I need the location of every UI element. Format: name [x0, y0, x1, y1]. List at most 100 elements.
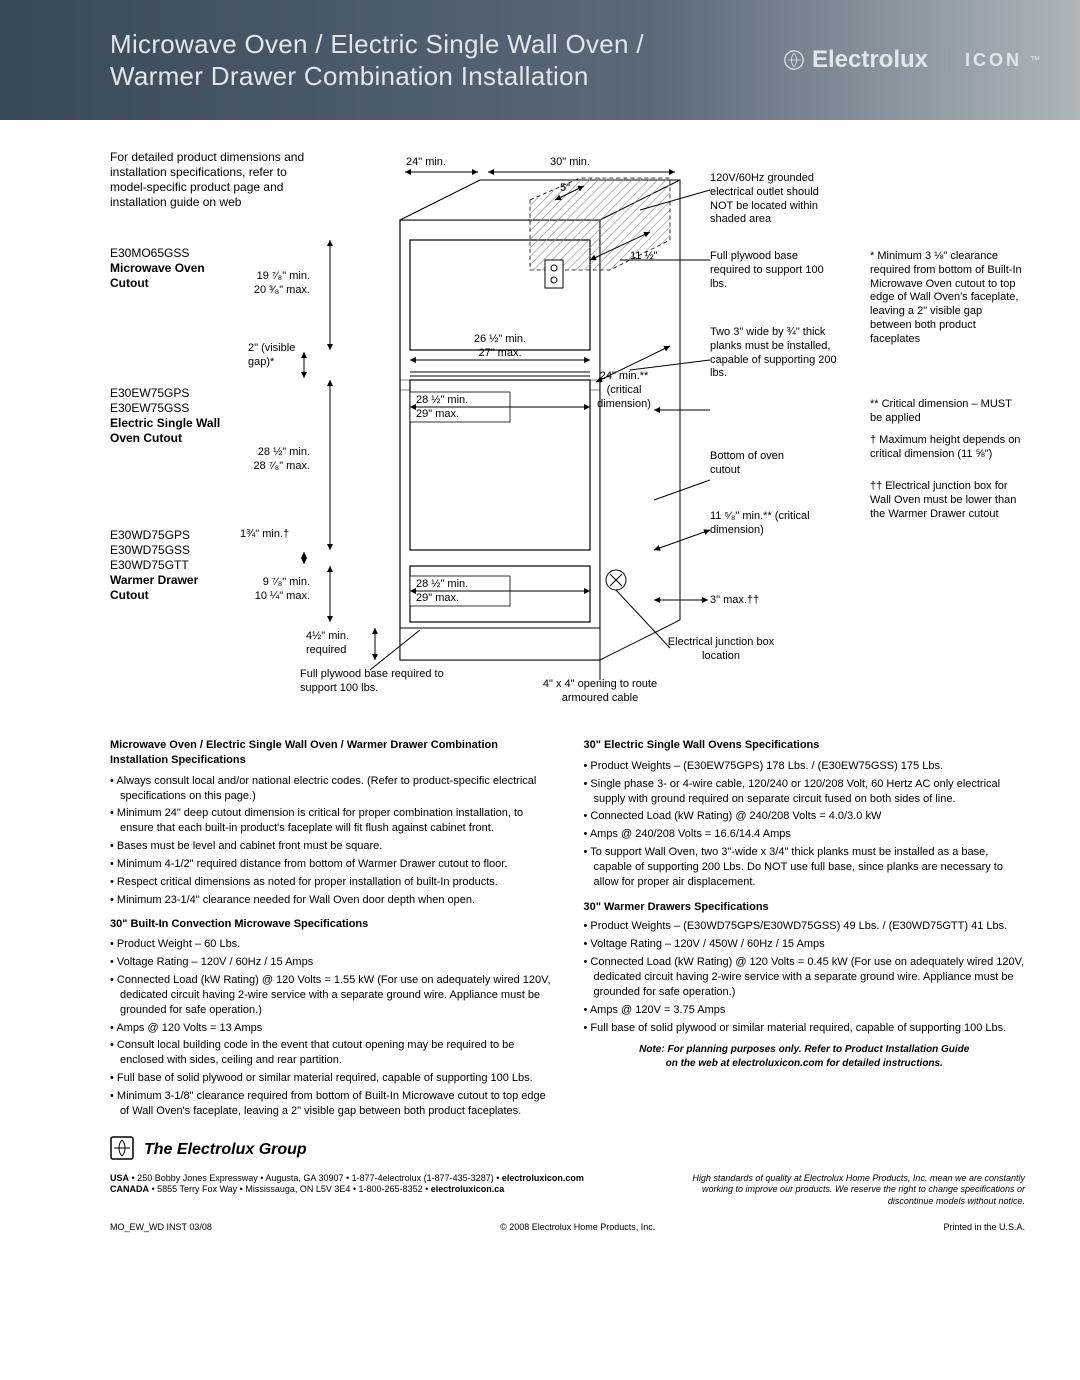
- diagram-section: For detailed product dimensions and inst…: [0, 120, 1080, 720]
- wd-h-min: 9 ⁷⁄₈" min.: [263, 576, 310, 588]
- wd-gap: 1¾" min.†: [240, 528, 289, 542]
- page-header: Microwave Oven / Electric Single Wall Ov…: [0, 0, 1080, 120]
- brand-subname: ICON: [965, 50, 1022, 71]
- electrolux-group-text: The Electrolux Group: [144, 1141, 307, 1159]
- wd-label: Warmer Drawer Cutout: [110, 573, 198, 602]
- wd-specs-head: 30" Warmer Drawers Specifications: [584, 900, 1026, 915]
- list-item: Always consult local and/or national ele…: [110, 774, 552, 804]
- list-item: Connected Load (kW Rating) @ 120 Volts =…: [110, 973, 552, 1018]
- oven-h-min: 28 ½" min.: [258, 446, 310, 458]
- dim-30min: 30" min.: [550, 156, 590, 170]
- electrolux-logo-icon: [784, 50, 804, 70]
- diagram-svg: [110, 150, 1030, 710]
- outlet-note: 120V/60Hz grounded electrical outlet sho…: [710, 172, 830, 227]
- brand-divider: [946, 46, 947, 74]
- jbox-label: Electrical junction box location: [666, 636, 776, 664]
- planning-note-l1: Note: For planning purposes only. Refer …: [584, 1043, 1026, 1057]
- mw-specs-head: 30" Built-In Convection Microwave Specif…: [110, 917, 552, 932]
- list-item: Amps @ 120 Volts = 13 Amps: [110, 1021, 552, 1036]
- plywood-100: Full plywood base required to support 10…: [710, 250, 840, 291]
- brand-name: Electrolux: [812, 46, 928, 74]
- wd-models: E30WD75GPS E30WD75GSS E30WD75GTT: [110, 528, 190, 572]
- list-item: Connected Load (kW Rating) @ 240/208 Vol…: [584, 809, 1026, 824]
- mw-label: Microwave Oven Cutout: [110, 261, 205, 290]
- bottom-plywood: Full plywood base required to support 10…: [300, 668, 450, 696]
- specifications: Microwave Oven / Electric Single Wall Ov…: [0, 720, 1080, 1122]
- copyright: © 2008 Electrolux Home Products, Inc.: [500, 1222, 655, 1232]
- bottom-row: MO_EW_WD INST 03/08 © 2008 Electrolux Ho…: [110, 1222, 1025, 1232]
- mw-w-min: 26 ½" min.: [474, 333, 526, 345]
- title-line-1: Microwave Oven / Electric Single Wall Ov…: [110, 29, 644, 59]
- list-item: Full base of solid plywood or similar ma…: [584, 1021, 1026, 1036]
- combo-specs-list: Always consult local and/or national ele…: [110, 774, 552, 908]
- address-left: USA USA • 250 Bobby Jones Expressway • A…: [110, 1173, 673, 1208]
- combo-specs-head: Microwave Oven / Electric Single Wall Ov…: [110, 738, 552, 768]
- electrolux-group-logo-icon: [110, 1136, 134, 1165]
- three-max: 3" max.††: [710, 594, 759, 608]
- list-item: Amps @ 240/208 Volts = 16.6/14.4 Amps: [584, 827, 1026, 842]
- wd-specs-list: Product Weights – (E30WD75GPS/E30WD75GSS…: [584, 919, 1026, 1035]
- oven-label: Electric Single Wall Oven Cutout: [110, 416, 220, 445]
- doc-code: MO_EW_WD INST 03/08: [110, 1222, 212, 1232]
- list-item: Amps @ 120V = 3.75 Amps: [584, 1003, 1026, 1018]
- list-item: Respect critical dimensions as noted for…: [110, 875, 552, 890]
- list-item: Minimum 3-1/8" clearance required from b…: [110, 1089, 552, 1119]
- foot-star: * Minimum 3 ⅛" clearance required from b…: [870, 250, 1025, 346]
- list-item: Product Weight – 60 Lbs.: [110, 937, 552, 952]
- mw-w-max: 27" max.: [478, 347, 521, 359]
- list-item: Bases must be level and cabinet front mu…: [110, 839, 552, 854]
- toe-kick: 4½" min. required: [306, 630, 366, 658]
- brand-block: Electrolux ICON ™: [784, 46, 1040, 74]
- intro-note: For detailed product dimensions and inst…: [110, 150, 310, 210]
- oven-specs-head: 30" Electric Single Wall Ovens Specifica…: [584, 738, 1026, 753]
- dim-24min: 24" min.: [406, 156, 446, 170]
- address-row: USA USA • 250 Bobby Jones Expressway • A…: [110, 1173, 1025, 1208]
- mw-model: E30MO65GSS: [110, 246, 189, 260]
- wd-h-max: 10 ¼" max.: [255, 590, 310, 602]
- list-item: Minimum 4-1/2" required distance from bo…: [110, 857, 552, 872]
- list-item: Minimum 23-1/4" clearance needed for Wal…: [110, 893, 552, 908]
- mw-h-max: 20 ³⁄₈" max.: [254, 284, 310, 296]
- oven-h-max: 28 ⁷⁄₈" max.: [254, 460, 310, 472]
- cable-opening: 4" x 4" opening to route armoured cable: [530, 678, 670, 706]
- crit-115: 11 ⁵⁄₈" min.** (critical dimension): [710, 510, 810, 538]
- page-footer: The Electrolux Group USA USA • 250 Bobby…: [0, 1122, 1080, 1232]
- list-item: Product Weights – (E30EW75GPS) 178 Lbs. …: [584, 759, 1026, 774]
- list-item: Minimum 24" deep cutout dimension is cri…: [110, 806, 552, 836]
- installation-diagram: For detailed product dimensions and inst…: [110, 150, 1030, 710]
- printed-in: Printed in the U.S.A.: [943, 1222, 1025, 1232]
- oven-specs-list: Product Weights – (E30EW75GPS) 178 Lbs. …: [584, 759, 1026, 890]
- title-line-2: Warmer Drawer Combination Installation: [110, 61, 589, 91]
- list-item: Voltage Rating – 120V / 60Hz / 15 Amps: [110, 955, 552, 970]
- list-item: Consult local building code in the event…: [110, 1038, 552, 1068]
- dim-11-5: 11 ½": [630, 250, 658, 264]
- disclaimer: High standards of quality at Electrolux …: [673, 1173, 1025, 1208]
- electrolux-group-row: The Electrolux Group: [110, 1136, 1025, 1165]
- bottom-cutout: Bottom of oven cutout: [710, 450, 800, 478]
- list-item: Connected Load (kW Rating) @ 120 Volts =…: [584, 955, 1026, 1000]
- oven-w-min: 28 ½" min.: [416, 394, 468, 406]
- wd-w-max: 29" max.: [416, 592, 459, 604]
- dim-24-crit: 24" min.** (critical dimension): [584, 370, 664, 411]
- list-item: Full base of solid plywood or similar ma…: [110, 1071, 552, 1086]
- wd-w-min: 28 ½" min.: [416, 578, 468, 590]
- planks-note: Two 3" wide by ¾" thick planks must be i…: [710, 326, 840, 381]
- list-item: Product Weights – (E30WD75GPS/E30WD75GSS…: [584, 919, 1026, 934]
- mw-gap: 2" (visible gap)*: [248, 342, 304, 370]
- dim-5: 5": [560, 182, 570, 196]
- list-item: To support Wall Oven, two 3"-wide x 3/4"…: [584, 845, 1026, 890]
- foot-dstar: ** Critical dimension – MUST be applied: [870, 398, 1025, 426]
- oven-models: E30EW75GPS E30EW75GSS: [110, 386, 189, 415]
- foot-dag: † Maximum height depends on critical dim…: [870, 434, 1025, 462]
- mw-h-min: 19 ⁷⁄₈" min.: [257, 270, 310, 282]
- right-column: 30" Electric Single Wall Ovens Specifica…: [584, 738, 1026, 1122]
- oven-w-max: 29" max.: [416, 408, 459, 420]
- foot-ddag: †† Electrical junction box for Wall Oven…: [870, 480, 1025, 521]
- trademark: ™: [1030, 55, 1040, 66]
- list-item: Single phase 3- or 4-wire cable, 120/240…: [584, 777, 1026, 807]
- list-item: Voltage Rating – 120V / 450W / 60Hz / 15…: [584, 937, 1026, 952]
- mw-specs-list: Product Weight – 60 Lbs. Voltage Rating …: [110, 937, 552, 1118]
- planning-note-l2: on the web at electroluxicon.com for det…: [584, 1057, 1026, 1071]
- page-title: Microwave Oven / Electric Single Wall Ov…: [110, 28, 784, 93]
- left-column: Microwave Oven / Electric Single Wall Ov…: [110, 738, 552, 1122]
